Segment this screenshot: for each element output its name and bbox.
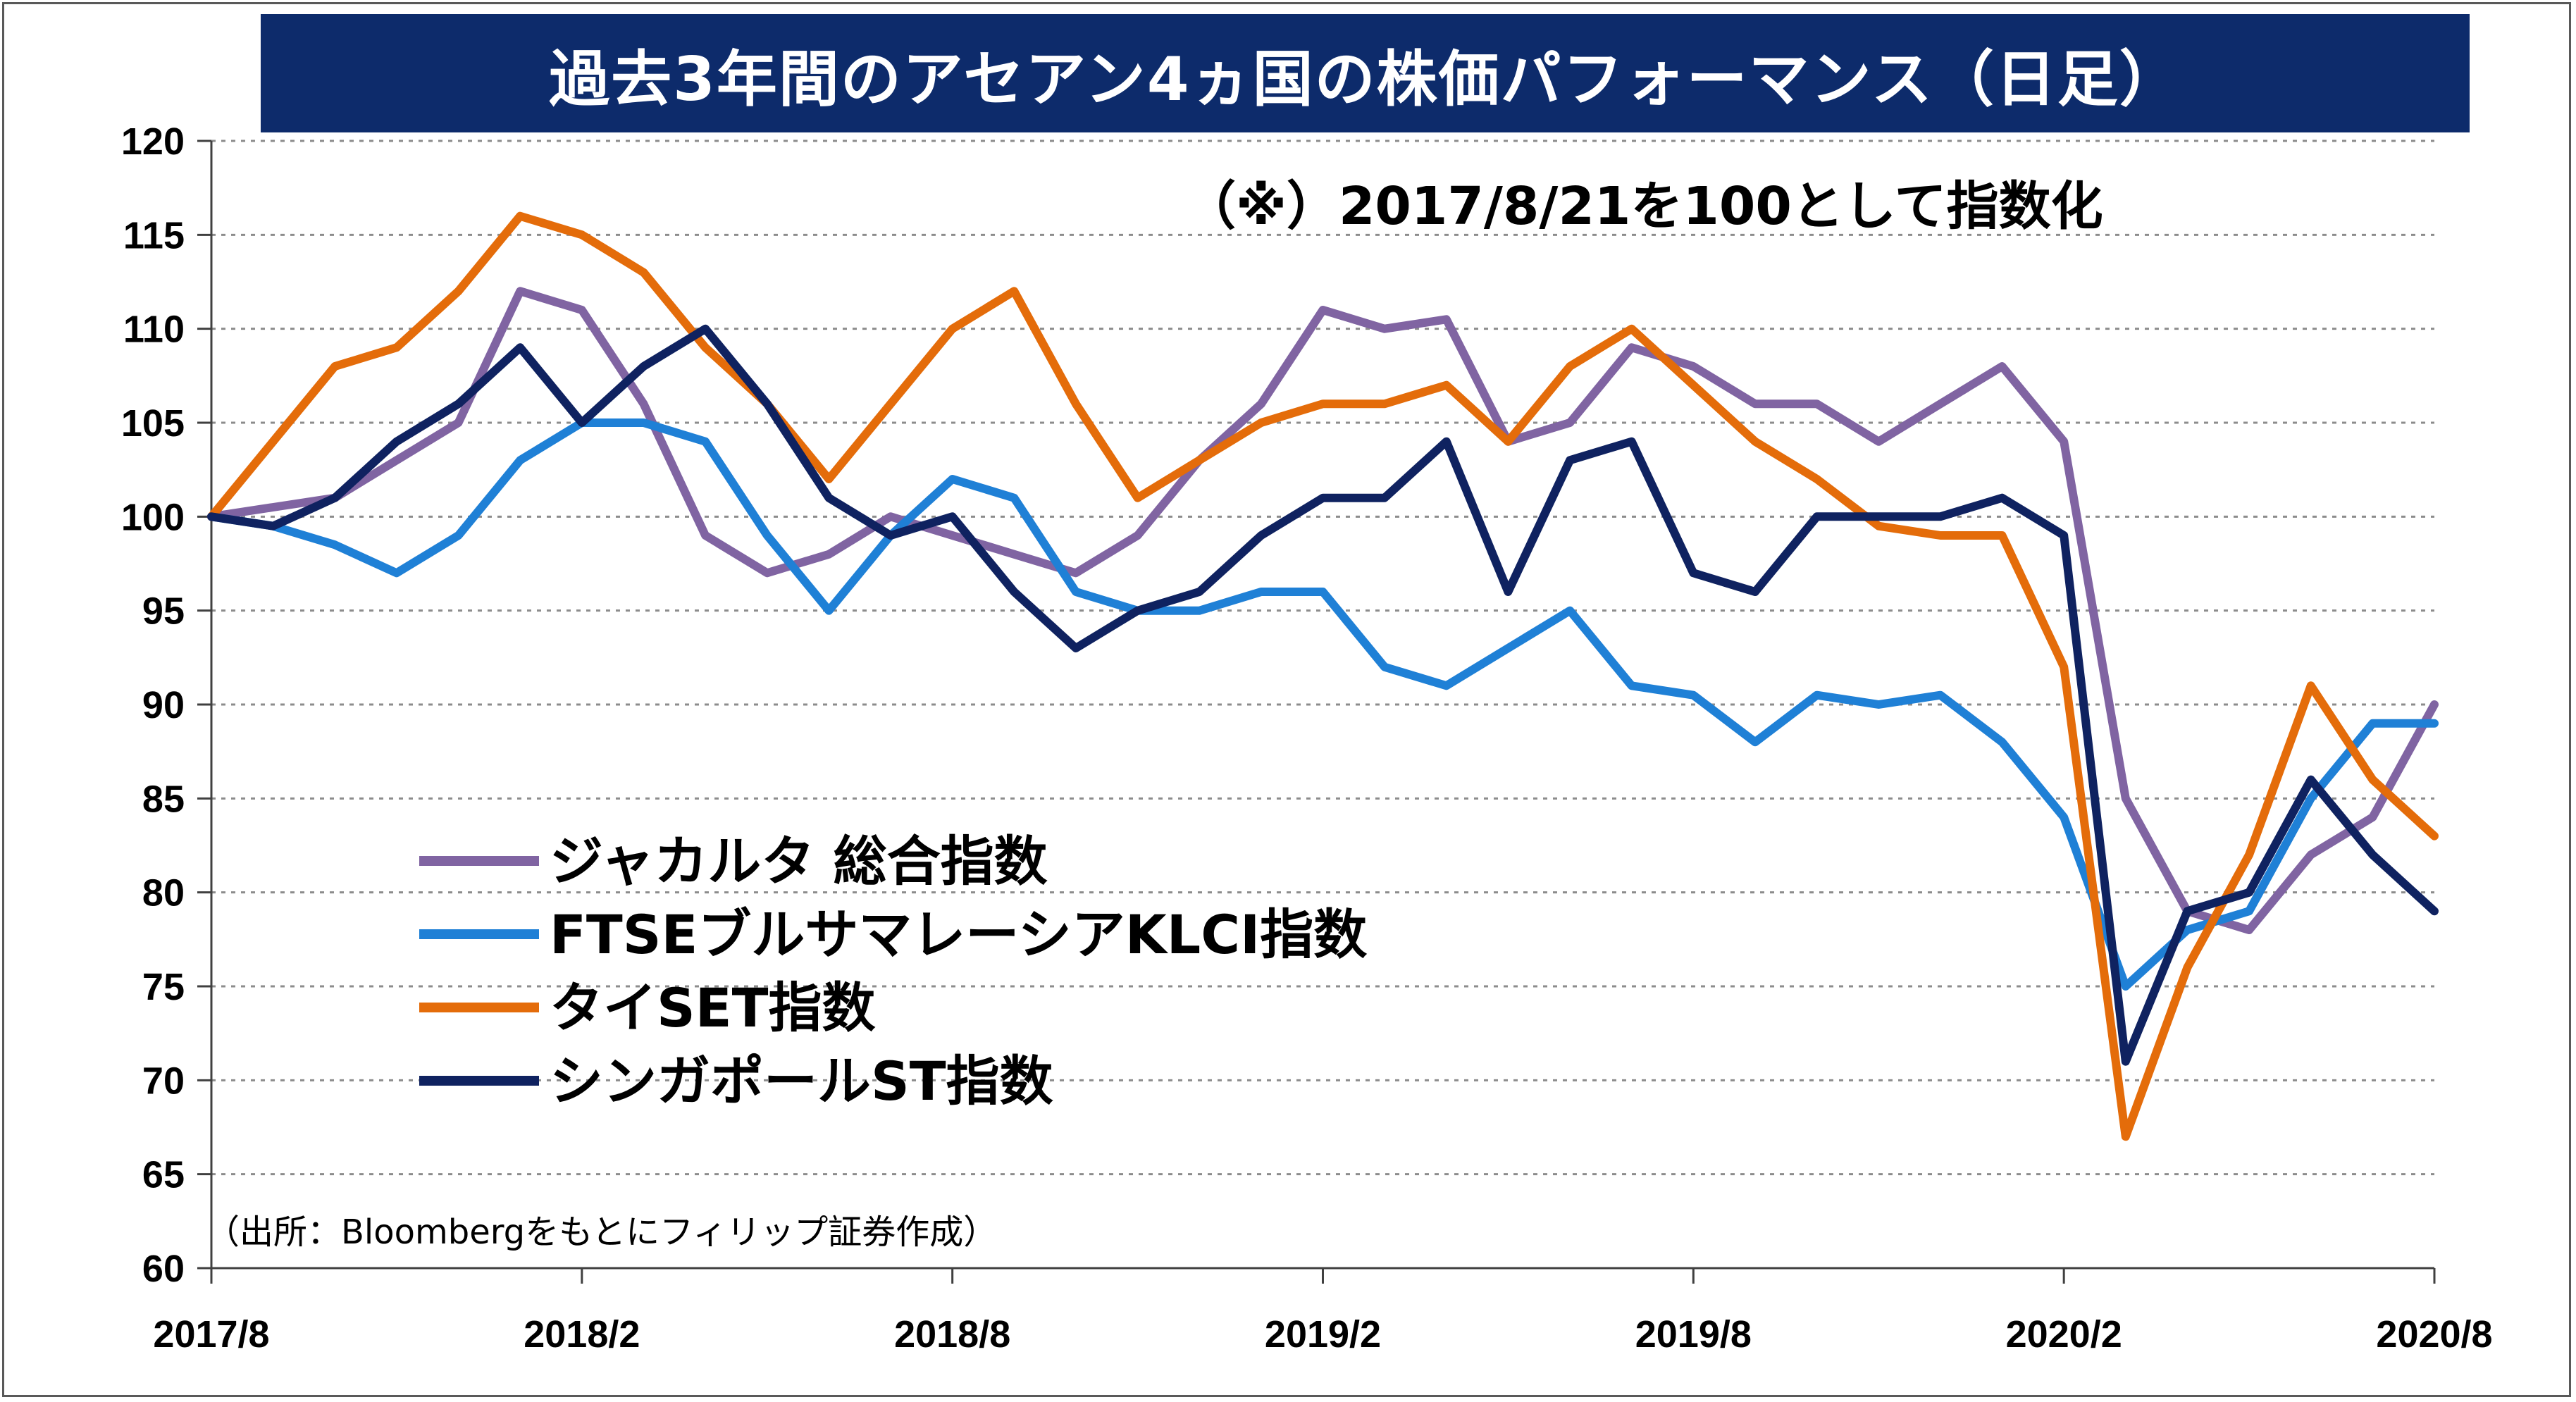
x-tick-label-2017-8: 2017/8 <box>153 1313 269 1356</box>
x-tick-label-2018-2: 2018/2 <box>524 1313 640 1356</box>
legend-label-1: FTSEブルサマレーシアKLCI指数 <box>550 903 1367 966</box>
source-note: （出所：Bloombergをもとにフィリップ証券作成） <box>206 1212 997 1252</box>
y-tick-label-120: 120 <box>121 120 185 163</box>
x-tick-label-2019-8: 2019/8 <box>1635 1313 1752 1356</box>
y-tick-label-100: 100 <box>121 496 185 538</box>
x-tick-label-2019-2: 2019/2 <box>1265 1313 1381 1356</box>
series-line-0 <box>207 287 2439 934</box>
x-tick-label-2020-2: 2020/2 <box>2006 1313 2122 1356</box>
y-tick-label-115: 115 <box>123 214 185 256</box>
axes <box>197 139 2436 1284</box>
x-tick-label-2018-8: 2018/8 <box>894 1313 1010 1356</box>
index-note: （※）2017/8/21を100として指数化 <box>1184 176 2103 237</box>
x-tick-label-2020-8: 2020/8 <box>2376 1313 2492 1356</box>
y-tick-label-85: 85 <box>142 778 185 820</box>
series-line-2 <box>207 211 2439 1141</box>
series-line-3 <box>207 324 2439 1066</box>
chart-title: 過去3年間のアセアン4ヵ国の株価パフォーマンス（日足） <box>261 14 2470 132</box>
x-tick-labels: 2017/8 2018/2 2018/8 2019/2 2019/8 2020/2 2020… <box>153 1313 2492 1356</box>
y-tick-label-110: 110 <box>123 309 185 351</box>
y-tick-label-60: 60 <box>142 1248 185 1290</box>
legend-label-2: タイSET指数 <box>550 976 876 1039</box>
y-tick-label-90: 90 <box>142 684 185 726</box>
legend-label-0: ジャカルタ 総合指数 <box>550 830 1048 893</box>
series-line-1 <box>207 418 2439 991</box>
legend-label-3: シンガポールST指数 <box>550 1050 1053 1112</box>
y-tick-label-80: 80 <box>142 872 185 914</box>
series-lines <box>207 211 2439 1141</box>
y-tick-label-70: 70 <box>142 1060 185 1102</box>
y-tick-label-95: 95 <box>142 590 185 633</box>
y-tick-labels: 60 65 70 75 80 85 90 95 100 105 110 115 120 <box>121 120 185 1290</box>
legend: ジャカルタ 総合指数 FTSEブルサマレーシアKLCI指数タイSET指数シンガポー… <box>419 830 1367 1112</box>
y-tick-label-65: 65 <box>142 1154 185 1196</box>
y-tick-label-75: 75 <box>142 966 185 1008</box>
y-tick-label-105: 105 <box>121 402 185 445</box>
